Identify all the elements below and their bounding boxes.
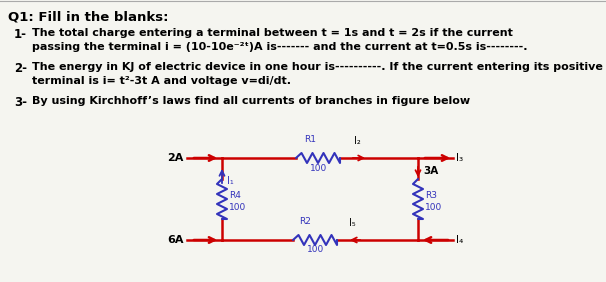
Text: The total charge entering a terminal between t = 1s and t = 2s if the current: The total charge entering a terminal bet… (32, 28, 513, 38)
Text: I₁: I₁ (227, 176, 234, 186)
Text: By using Kirchhoff’s laws find all currents of branches in figure below: By using Kirchhoff’s laws find all curre… (32, 96, 470, 106)
Text: The energy in KJ of electric device in one hour is----------. If the current ent: The energy in KJ of electric device in o… (32, 62, 603, 72)
Text: I₅: I₅ (349, 218, 356, 228)
Text: 3-: 3- (14, 96, 27, 109)
Text: I₂: I₂ (354, 136, 361, 146)
Text: 1-: 1- (14, 28, 27, 41)
Text: 2-: 2- (14, 62, 27, 75)
Text: 100: 100 (229, 203, 246, 212)
Text: R1: R1 (304, 135, 316, 144)
Text: passing the terminal i = (10-10e⁻²ᵗ)A is------- and the current at t=0.5s is----: passing the terminal i = (10-10e⁻²ᵗ)A is… (32, 42, 527, 52)
Text: I₄: I₄ (456, 235, 463, 245)
Text: I₃: I₃ (456, 153, 463, 163)
Text: 3A: 3A (423, 166, 438, 176)
Text: Q1: Fill in the blanks:: Q1: Fill in the blanks: (8, 10, 168, 23)
Text: 100: 100 (310, 164, 327, 173)
Text: 6A: 6A (167, 235, 184, 245)
Text: 100: 100 (307, 245, 324, 254)
Text: R3: R3 (425, 191, 437, 200)
Text: 2A: 2A (168, 153, 184, 163)
Text: R2: R2 (299, 217, 311, 226)
Text: 100: 100 (425, 203, 442, 212)
Text: R4: R4 (229, 191, 241, 200)
Text: terminal is i= t²-3t A and voltage v=di/dt.: terminal is i= t²-3t A and voltage v=di/… (32, 76, 291, 86)
